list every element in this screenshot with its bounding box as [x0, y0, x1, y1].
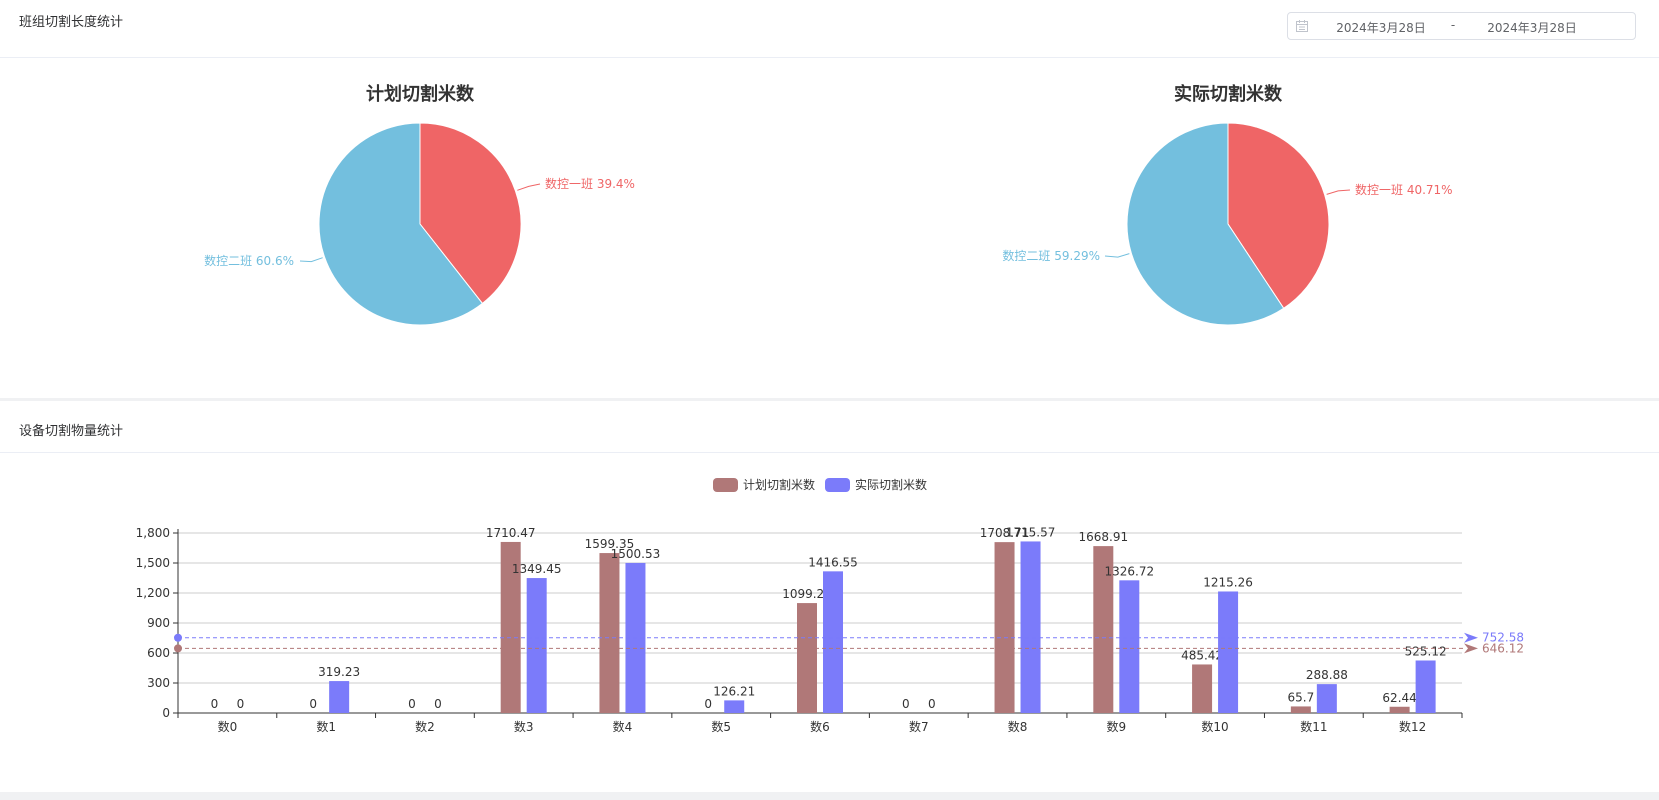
x-tick-label: 数3 [514, 719, 534, 734]
bar [1316, 684, 1337, 713]
team-cutting-length-card: 班组切割长度统计 2024年3月28日 - 2024年3月28日 计划切割米数数… [0, 0, 1659, 398]
bar-value-label: 1710.47 [486, 526, 536, 540]
bar [1290, 706, 1311, 713]
card-title: 设备切割物量统计 [19, 424, 124, 439]
y-tick-label: 1,500 [136, 556, 170, 570]
bar-value-label: 0 [408, 697, 416, 711]
average-label: 646.12 [1482, 641, 1524, 655]
y-tick-label: 0 [162, 706, 170, 720]
bar-value-label: 1668.91 [1078, 530, 1128, 544]
bar [329, 681, 350, 713]
y-tick-label: 900 [147, 616, 170, 630]
bar [599, 553, 620, 713]
start-date-input[interactable]: 2024年3月28日 [1336, 21, 1426, 35]
y-tick-label: 1,800 [136, 526, 170, 540]
bar-value-label: 0 [434, 697, 442, 711]
bar-value-label: 0 [211, 697, 219, 711]
bar-value-label: 1349.45 [512, 562, 562, 576]
x-tick-label: 数10 [1201, 719, 1228, 734]
date-separator: - [1450, 18, 1456, 32]
pie-title: 计划切割米数 [366, 83, 475, 105]
card-title: 班组切割长度统计 [19, 15, 124, 30]
average-line-start [174, 633, 182, 642]
bar [1119, 580, 1140, 713]
bar-value-label: 1326.72 [1104, 564, 1154, 578]
pie-label: 数控一班 39.4% [545, 176, 635, 191]
date-range-picker[interactable]: 2024年3月28日 - 2024年3月28日 [1287, 12, 1636, 40]
legend-label: 实际切割米数 [855, 477, 927, 492]
x-tick-label: 数0 [218, 719, 238, 734]
end-date-input[interactable]: 2024年3月28日 [1487, 21, 1577, 35]
bar [500, 541, 521, 713]
bar [1218, 591, 1239, 713]
bar [724, 700, 745, 713]
x-tick-label: 数8 [1008, 719, 1028, 734]
bar-value-label: 288.88 [1306, 668, 1348, 682]
pie-slice [1126, 122, 1285, 326]
card-header: 设备切割物量统计 [0, 401, 1659, 453]
bar [797, 603, 817, 713]
average-line-start [174, 644, 182, 653]
bar-value-label: 0 [237, 697, 245, 711]
x-tick-label: 数6 [810, 719, 830, 734]
pie-label-line [1326, 189, 1351, 195]
bar-value-label: 1215.26 [1203, 575, 1253, 589]
bar-value-label: 0 [309, 697, 317, 711]
bar [1020, 541, 1041, 713]
bar-value-label: 1416.55 [808, 555, 858, 569]
equipment-cutting-volume-card: 设备切割物量统计 计划切割米数 实际切割米数 0 300 600 900 1,200 1,50… [0, 401, 1659, 792]
legend-swatch [713, 478, 738, 492]
y-tick-label: 300 [147, 676, 170, 690]
x-tick-label: 数2 [415, 719, 435, 734]
bar-value-label: 1599.35 [585, 537, 635, 551]
pie-slice [318, 122, 484, 326]
x-tick-label: 数9 [1106, 719, 1126, 734]
y-tick-label: 600 [147, 646, 170, 660]
bar-value-label: 1715.57 [1006, 525, 1056, 539]
x-tick-label: 数7 [909, 719, 929, 734]
bar-value-label: 0 [704, 697, 712, 711]
average-line-arrow [1464, 632, 1478, 643]
bar-value-label: 319.23 [318, 665, 360, 679]
average-line-arrow [1464, 643, 1478, 654]
pie-slice [419, 122, 522, 305]
bar-chart: 计划切割米数 实际切割米数 0 300 600 900 1,200 1,500 1,800 数0 数… [136, 477, 1524, 734]
pie-label: 数控一班 40.71% [1355, 182, 1453, 197]
card-header: 班组切割长度统计 2024年3月28日 - 2024年3月28日 [0, 0, 1659, 58]
bar-value-label: 62.44 [1382, 691, 1416, 705]
bar [1389, 706, 1410, 713]
bar-value-label: 65.7 [1287, 690, 1314, 704]
bar-value-label: 1500.53 [611, 547, 661, 561]
bar-value-label: 0 [902, 697, 910, 711]
x-tick-label: 数5 [711, 719, 731, 734]
bar [526, 578, 547, 713]
bar-value-label: 485.42 [1181, 648, 1223, 662]
pie-title: 实际切割米数 [1174, 83, 1283, 105]
bar [823, 571, 843, 713]
bar [1415, 660, 1436, 713]
bar-value-label: 0 [928, 697, 936, 711]
x-tick-label: 数1 [316, 719, 336, 734]
bar [1093, 546, 1114, 713]
bar-value-label: 1099.21 [782, 587, 832, 601]
calendar-icon [1296, 20, 1308, 32]
pie-label-line [517, 183, 541, 191]
bar-value-label: 1708.71 [980, 526, 1030, 540]
pie-label: 数控二班 60.6% [204, 253, 294, 268]
bar-value-label: 525.12 [1405, 644, 1447, 658]
bar [994, 542, 1015, 713]
bar-value-label: 126.21 [713, 684, 755, 698]
pie-label-line [1104, 253, 1130, 258]
pie-label-line [299, 257, 323, 263]
bar [1192, 664, 1213, 713]
y-tick-label: 1,200 [136, 586, 170, 600]
x-tick-label: 数4 [613, 719, 633, 734]
legend-swatch [825, 478, 850, 492]
x-tick-label: 数11 [1300, 719, 1327, 734]
legend-label: 计划切割米数 [743, 477, 815, 492]
average-label: 752.58 [1482, 631, 1524, 645]
pie-label: 数控二班 59.29% [1002, 248, 1100, 263]
x-tick-label: 数12 [1399, 719, 1426, 734]
